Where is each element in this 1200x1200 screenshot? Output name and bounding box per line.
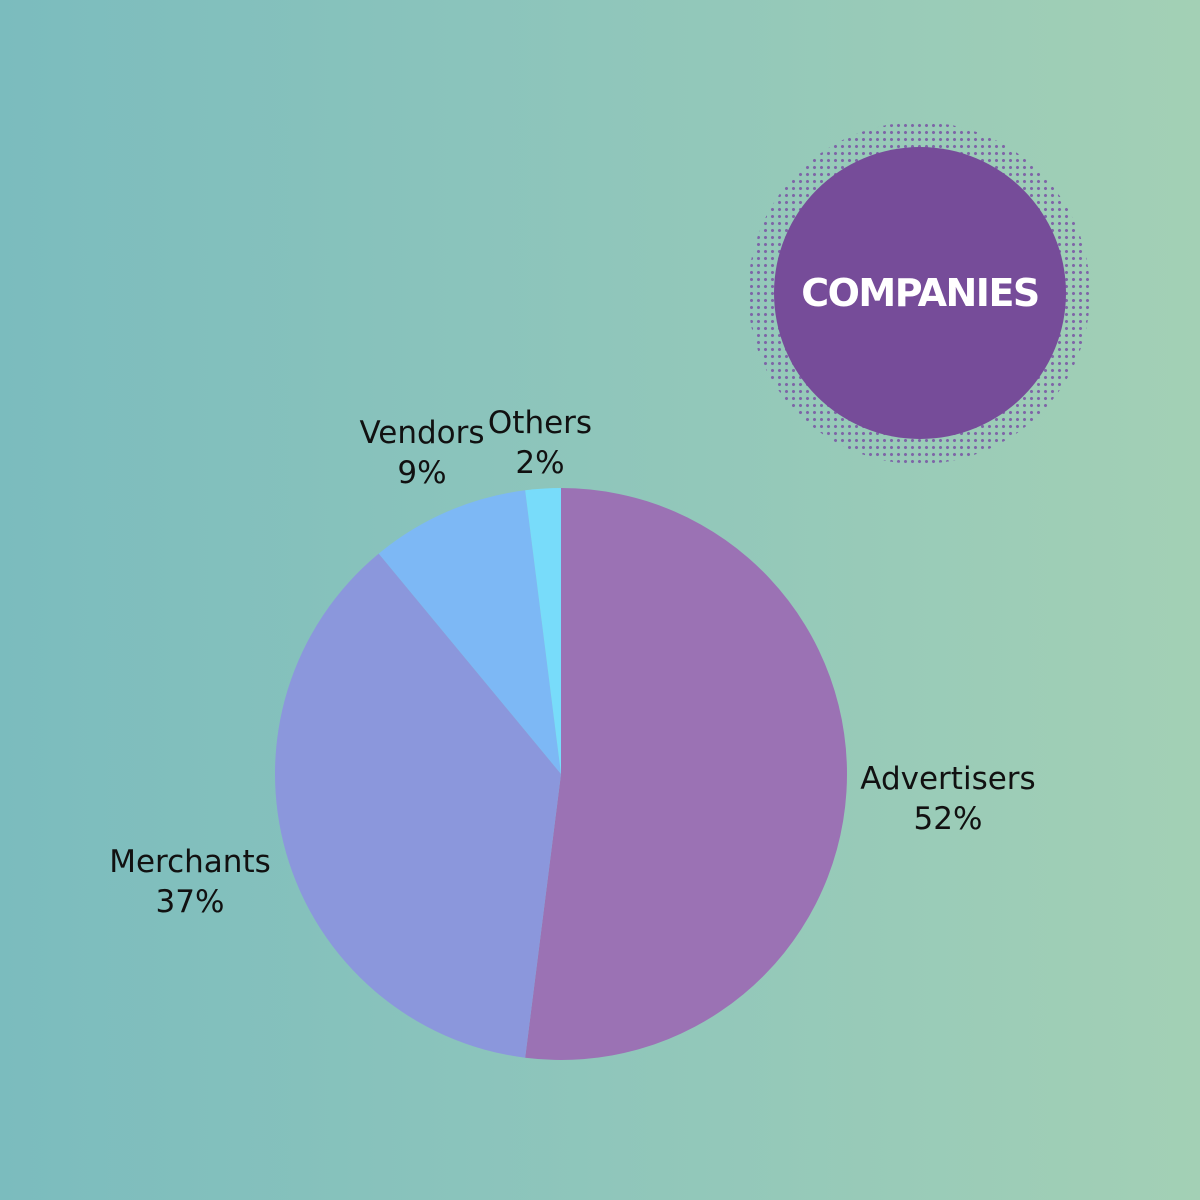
pie-slice-merchants (275, 553, 561, 1058)
slice-label-name: Advertisers (860, 761, 1035, 797)
pie-slice-others (525, 488, 561, 774)
pie-slice-vendors (378, 490, 561, 774)
badge-title: COMPANIES (801, 271, 1040, 315)
slice-label-others: Others 2% (488, 405, 592, 481)
pie-slice-advertisers (525, 487, 848, 1060)
slice-label-name: Others (488, 405, 592, 441)
slice-label-value: 9% (397, 455, 446, 491)
slice-label-merchants: Merchants 37% (109, 844, 271, 920)
slice-label-value: 2% (515, 445, 564, 481)
pie-labels: Advertisers 52% Merchants 37% Vendors 9% Other… (109, 405, 1035, 920)
companies-badge: COMPANIES (774, 147, 1066, 439)
slice-label-name: Merchants (109, 844, 271, 880)
slice-label-value: 37% (156, 884, 225, 920)
slice-label-advertisers: Advertisers 52% (860, 761, 1035, 837)
pie-slices (275, 487, 848, 1060)
slice-label-name: Vendors (359, 415, 484, 451)
slice-label-vendors: Vendors 9% (359, 415, 484, 491)
slice-label-value: 52% (914, 801, 983, 837)
